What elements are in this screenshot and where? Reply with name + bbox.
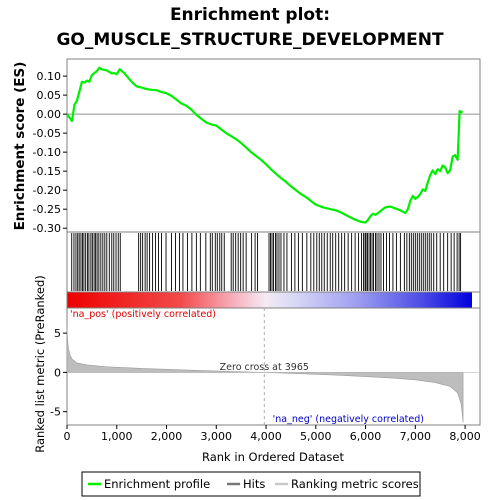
- es-y-tick-label: -0.20: [33, 184, 61, 197]
- rank-x-tick-label: 7,000: [400, 430, 432, 443]
- rank-x-tick-label: 3,000: [201, 430, 233, 443]
- legend-enrichment-label: Enrichment profile: [104, 477, 210, 491]
- rank-x-tick-label: 1,000: [101, 430, 133, 443]
- rank-heatmap-strip: [67, 292, 472, 308]
- es-y-axis-label: Enrichment score (ES): [12, 62, 28, 231]
- rank-x-axis-label: Rank in Ordered Dataset: [202, 450, 345, 464]
- es-y-tick-label: -0.30: [33, 222, 61, 235]
- legend-hits-label: Hits: [243, 477, 265, 491]
- rank-y-tick-label: 5: [54, 327, 61, 340]
- es-y-tick-label: -0.05: [33, 127, 61, 140]
- es-y-axis-ticks: 0.10 0.05 0.00 -0.05 -0.10 -0.15 -0.20 -0.25 -0.…: [33, 70, 67, 235]
- chart-title-line2: GO_MUSCLE_STRUCTURE_DEVELOPMENT: [56, 30, 443, 50]
- es-y-tick-label: -0.15: [33, 165, 61, 178]
- rank-x-tick-label: 6,000: [350, 430, 382, 443]
- es-y-tick-label: -0.25: [33, 203, 61, 216]
- negative-correlation-label: 'na_neg' (negatively correlated): [273, 414, 424, 425]
- zero-cross-label: Zero cross at 3965: [220, 362, 309, 373]
- chart-title-line1: Enrichment plot:: [170, 5, 330, 25]
- rank-y-tick-label: -5: [50, 406, 61, 419]
- rank-x-tick-label: 0: [64, 430, 71, 443]
- rank-x-tick-label: 4,000: [250, 430, 282, 443]
- es-y-tick-label: 0.00: [37, 108, 62, 121]
- es-y-tick-label: 0.10: [37, 70, 62, 83]
- rank-y-axis-ticks: 5 0 -5: [50, 327, 67, 419]
- rank-x-tick-label: 5,000: [300, 430, 332, 443]
- legend-metric-label: Ranking metric scores: [291, 477, 419, 491]
- es-y-tick-label: 0.05: [37, 89, 62, 102]
- rank-y-axis-label: Ranked list metric (PreRanked): [33, 275, 47, 453]
- rank-x-tick-label: 8,000: [449, 430, 481, 443]
- es-y-tick-label: -0.10: [33, 146, 61, 159]
- rank-x-axis-ticks: 0 1,000 2,000 3,000 4,000 5,000 6,000 7,000 8,00…: [64, 425, 481, 443]
- rank-y-tick-label: 0: [54, 366, 61, 379]
- es-panel-frame: [67, 59, 480, 232]
- positive-correlation-label: 'na_pos' (positively correlated): [70, 309, 216, 320]
- rank-x-tick-label: 2,000: [151, 430, 183, 443]
